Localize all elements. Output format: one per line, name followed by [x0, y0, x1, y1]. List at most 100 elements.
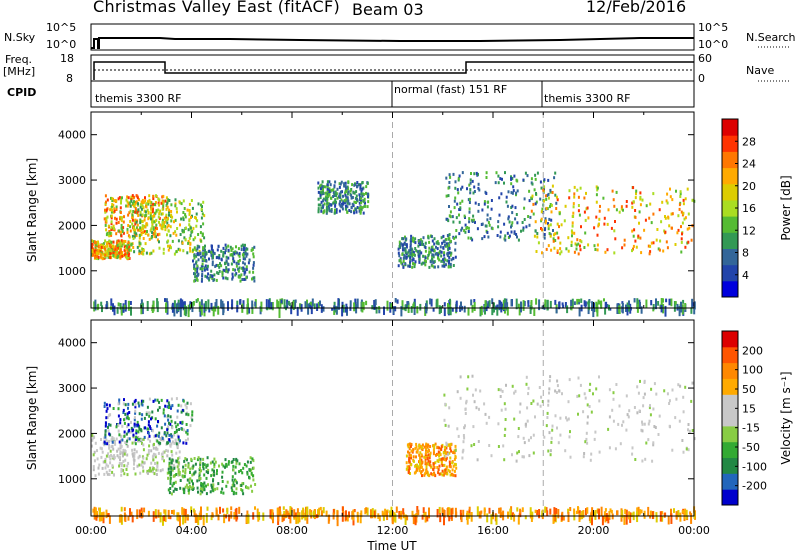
scatter-cell	[576, 238, 579, 242]
scatter-cell	[107, 224, 110, 228]
scatter-cell	[329, 183, 332, 187]
scatter-cell	[181, 228, 184, 232]
scatter-cell	[585, 191, 587, 195]
scatter-cell	[416, 306, 419, 314]
scatter-cell	[191, 413, 194, 417]
scatter-cell	[633, 228, 636, 232]
scatter-cell	[454, 255, 457, 259]
scatter-cell	[202, 485, 205, 489]
scatter-cell	[477, 440, 480, 443]
scatter-cell	[91, 433, 94, 437]
scatter-cell	[625, 200, 628, 203]
scatter-cell	[683, 510, 686, 519]
scatter-cell	[140, 463, 143, 467]
scatter-cell	[431, 253, 434, 257]
scatter-cell	[231, 489, 234, 492]
scatter-cell	[118, 433, 121, 437]
scatter-cell	[477, 182, 480, 186]
scatter-cell	[625, 204, 628, 208]
scatter-cell	[153, 442, 155, 446]
scatter-cell	[669, 187, 671, 191]
scatter-cell	[116, 449, 119, 453]
scatter-cell	[192, 238, 195, 242]
scatter-cell	[670, 226, 673, 230]
scatter-cell	[134, 207, 137, 210]
scatter-cell	[361, 181, 364, 185]
scatter-cell	[97, 242, 100, 246]
scatter-cell	[591, 514, 593, 526]
scatter-cell	[112, 473, 115, 477]
scatter-cell	[449, 447, 452, 450]
scatter-cell	[448, 406, 451, 410]
scatter-cell	[326, 201, 329, 205]
scatter-cell	[193, 246, 196, 250]
scatter-cell	[450, 508, 453, 520]
scatter-cell	[166, 201, 169, 205]
scatter-cell	[671, 198, 674, 202]
scatter-cell	[241, 471, 244, 475]
colorbar-swatch	[722, 183, 738, 201]
scatter-cell	[452, 264, 455, 267]
scatter-cell	[452, 451, 455, 454]
scatter-cell	[517, 303, 520, 309]
scatter-cell	[156, 238, 159, 242]
scatter-cell	[110, 298, 113, 306]
scatter-cell	[151, 429, 154, 433]
scatter-cell	[99, 446, 102, 450]
scatter-cell	[313, 303, 316, 309]
scatter-cell	[541, 305, 544, 310]
scatter-cell	[174, 480, 177, 484]
scatter-cell	[365, 185, 368, 189]
velocity-scatter	[91, 374, 696, 527]
scatter-cell	[252, 261, 255, 265]
scatter-cell	[114, 199, 117, 202]
scatter-cell	[205, 513, 208, 523]
scatter-cell	[397, 264, 400, 268]
scatter-cell	[652, 192, 655, 196]
scatter-cell	[629, 512, 632, 523]
scatter-cell	[114, 255, 117, 259]
scatter-cell	[158, 232, 161, 236]
scatter-cell	[568, 189, 571, 193]
scatter-cell	[128, 211, 131, 215]
scatter-cell	[236, 300, 239, 306]
scatter-cell	[611, 189, 614, 193]
scatter-cell	[231, 247, 234, 251]
scatter-cell	[210, 254, 213, 257]
scatter-cell	[513, 230, 516, 234]
scatter-cell	[362, 199, 365, 203]
scatter-cell	[555, 195, 558, 199]
scatter-cell	[317, 209, 320, 213]
scatter-cell	[195, 299, 198, 303]
scatter-cell	[459, 206, 462, 210]
scatter-cell	[138, 509, 141, 518]
scatter-cell	[230, 262, 233, 266]
colorbar-tick-label: 28	[742, 135, 756, 148]
scatter-cell	[413, 253, 416, 257]
scatter-cell	[347, 187, 350, 191]
scatter-cell	[554, 232, 557, 236]
scatter-cell	[608, 446, 611, 450]
scatter-cell	[123, 245, 126, 249]
scatter-cell	[636, 511, 639, 523]
scatter-cell	[133, 204, 135, 208]
scatter-cell	[175, 459, 178, 463]
scatter-cell	[124, 417, 127, 421]
scatter-cell	[310, 512, 313, 517]
scatter-cell	[125, 247, 127, 251]
scatter-cell	[319, 196, 322, 200]
scatter-cell	[238, 266, 241, 270]
scatter-cell	[507, 217, 510, 221]
scatter-cell	[191, 473, 194, 477]
scatter-cell	[240, 484, 243, 487]
scatter-cell	[349, 306, 352, 311]
scatter-cell	[549, 223, 552, 227]
power-panel-frame	[90, 111, 695, 309]
scatter-cell	[440, 305, 442, 313]
scatter-cell	[246, 510, 249, 515]
scatter-cell	[122, 408, 125, 412]
scatter-cell	[685, 447, 688, 451]
scatter-cell	[577, 204, 580, 207]
scatter-cell	[129, 508, 131, 515]
scatter-cell	[577, 209, 580, 213]
